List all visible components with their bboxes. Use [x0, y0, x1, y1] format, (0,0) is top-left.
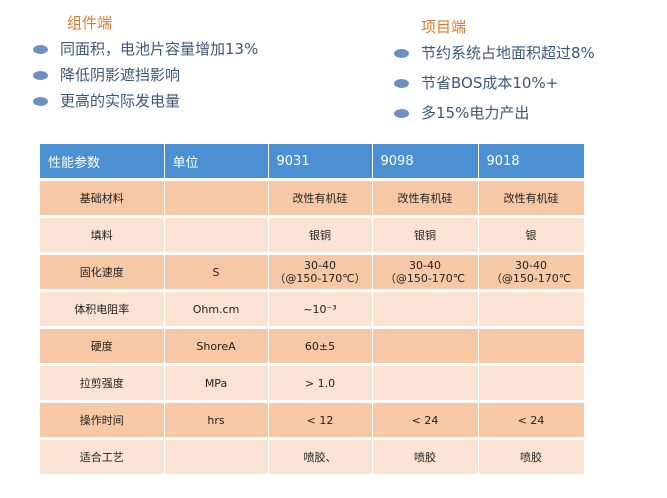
- cell-param: 拉剪强度: [40, 364, 165, 403]
- bullet-icon: [33, 45, 48, 54]
- cell-9018: [478, 327, 585, 366]
- table-row: 填料 银铜 银铜 银: [40, 216, 585, 255]
- cell-9031: > 1.0: [268, 364, 373, 403]
- table-row: 适合工艺 喷胶、 喷胶 喷胶: [40, 438, 585, 477]
- cell-param: 体积电阻率: [40, 290, 165, 329]
- cell-9031: < 12: [268, 401, 373, 440]
- header-param: 性能参数: [40, 144, 165, 181]
- cell-unit: hrs: [164, 401, 269, 440]
- list-item: 降低阴影遮挡影响: [33, 62, 258, 88]
- cell-line: 30-40: [515, 259, 547, 272]
- list-item-text: 多15%电力产出: [421, 104, 530, 122]
- cell-9031: 60±5: [268, 327, 373, 366]
- list-item-text: 节约系统占地面积超过8%: [421, 44, 595, 62]
- cell-9018: 银: [478, 216, 585, 255]
- table-row: 拉剪强度 MPa > 1.0: [40, 364, 585, 403]
- cell-unit: [164, 216, 269, 255]
- cell-9018: [478, 290, 585, 329]
- bullet-icon: [33, 71, 48, 80]
- list-item: 节省BOS成本10%+: [394, 70, 595, 96]
- cell-9031: ~10⁻³: [268, 290, 373, 329]
- cell-param: 硬度: [40, 327, 165, 366]
- cell-9098: [372, 327, 479, 366]
- cell-unit: Ohm.cm: [164, 290, 269, 329]
- table-row: 操作时间 hrs < 12 < 24 < 24: [40, 401, 585, 440]
- cell-9031: 喷胶、: [268, 438, 373, 477]
- cell-9031: 30-40 （@150-170℃）: [268, 253, 373, 292]
- list-item-text: 同面积，电池片容量增加13%: [60, 40, 259, 58]
- bullet-icon: [394, 109, 409, 118]
- table-row: 硬度 ShoreA 60±5: [40, 327, 585, 366]
- cell-line: 30-40: [304, 259, 336, 272]
- list-item-text: 更高的实际发电量: [60, 92, 181, 110]
- cell-9018: [478, 364, 585, 403]
- cell-9098: 喷胶: [372, 438, 479, 477]
- list-item: 更高的实际发电量: [33, 88, 258, 114]
- project-benefits-list: 节约系统占地面积超过8% 节省BOS成本10%+ 多15%电力产出: [394, 40, 595, 126]
- header-9018: 9018: [478, 144, 585, 181]
- table-row: 基础材料 改性有机硅 改性有机硅 改性有机硅: [40, 179, 585, 218]
- header-unit: 单位: [164, 144, 269, 181]
- list-item-text: 节省BOS成本10%+: [421, 74, 559, 92]
- cell-param: 固化速度: [40, 253, 165, 292]
- cell-9018: 改性有机硅: [478, 179, 585, 218]
- cell-9018: < 24: [478, 401, 585, 440]
- cell-9098: 30-40 （@150-170℃: [372, 253, 479, 292]
- module-benefits-list: 同面积，电池片容量增加13% 降低阴影遮挡影响 更高的实际发电量: [33, 36, 258, 114]
- cell-param: 基础材料: [40, 179, 165, 218]
- cell-9018: 30-40 （@150-170℃: [478, 253, 585, 292]
- bullet-icon: [394, 79, 409, 88]
- cell-9098: 改性有机硅: [372, 179, 479, 218]
- cell-9031: 银铜: [268, 216, 373, 255]
- section-title-module: 组件端: [67, 14, 113, 32]
- section-title-project: 项目端: [421, 18, 467, 36]
- header-9098: 9098: [372, 144, 479, 181]
- list-item: 同面积，电池片容量增加13%: [33, 36, 258, 62]
- bullet-icon: [33, 97, 48, 106]
- cell-9031: 改性有机硅: [268, 179, 373, 218]
- table-row: 体积电阻率 Ohm.cm ~10⁻³: [40, 290, 585, 329]
- cell-param: 填料: [40, 216, 165, 255]
- bullet-icon: [394, 49, 409, 58]
- cell-9098: 银铜: [372, 216, 479, 255]
- header-9031: 9031: [268, 144, 373, 181]
- cell-line: 30-40: [409, 259, 441, 272]
- cell-line: （@150-170℃）: [274, 272, 366, 285]
- list-item-text: 降低阴影遮挡影响: [60, 66, 181, 84]
- cell-9018: 喷胶: [478, 438, 585, 477]
- cell-line: （@150-170℃: [490, 272, 572, 285]
- cell-9098: [372, 290, 479, 329]
- cell-unit: MPa: [164, 364, 269, 403]
- cell-9098: < 24: [372, 401, 479, 440]
- table-row: 固化速度 S 30-40 （@150-170℃） 30-40 （@150-170℃ …: [40, 253, 585, 292]
- cell-9098: [372, 364, 479, 403]
- cell-param: 操作时间: [40, 401, 165, 440]
- cell-unit: S: [164, 253, 269, 292]
- spec-table: 性能参数 单位 9031 9098 9018 基础材料 改性有机硅 改性有机硅 …: [40, 144, 585, 477]
- cell-line: （@150-170℃: [384, 272, 466, 285]
- list-item: 节约系统占地面积超过8%: [394, 40, 595, 66]
- cell-unit: [164, 438, 269, 477]
- list-item: 多15%电力产出: [394, 100, 595, 126]
- cell-unit: ShoreA: [164, 327, 269, 366]
- table-header-row: 性能参数 单位 9031 9098 9018: [40, 144, 585, 181]
- cell-unit: [164, 179, 269, 218]
- cell-param: 适合工艺: [40, 438, 165, 477]
